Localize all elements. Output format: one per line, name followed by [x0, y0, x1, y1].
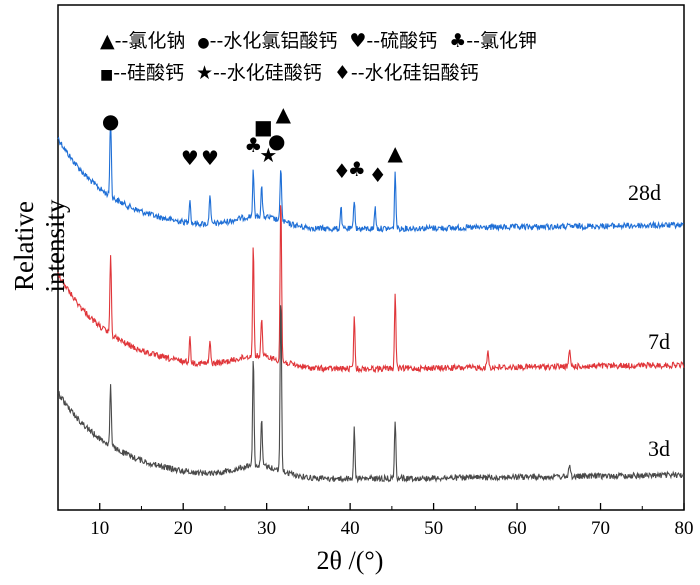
peak-marker: ♦: [333, 159, 351, 183]
peak-marker: ★: [259, 143, 277, 167]
x-tick-label-40: 40: [341, 518, 360, 539]
peak-marker: ♥: [201, 146, 219, 170]
peak-marker: ♣: [244, 133, 262, 157]
legend-item-calcium-sulfate: ♥--硫酸钙: [349, 30, 438, 52]
x-tick-label-80: 80: [675, 518, 694, 539]
x-axis-label: 2θ /(°): [316, 546, 384, 575]
legend-item-calcium-silicate: ■--硅酸钙: [100, 62, 184, 84]
legend-item-potassium-chloride: ♣--氯化钾: [449, 30, 537, 52]
legend-item-sodium-chloride: ▲--氯化钠: [100, 30, 186, 52]
legend-row-1: ▲--氯化钠 ●--水化氯铝酸钙 ♥--硫酸钙 ♣--氯化钾: [100, 26, 543, 53]
series-line-28d: [57, 118, 684, 233]
curve-label-3d: 3d: [648, 436, 670, 461]
x-tick-label-60: 60: [508, 518, 527, 539]
curve-label-28d: 28d: [628, 180, 661, 205]
series-line-7d: [57, 205, 685, 374]
peak-marker: ●: [102, 109, 119, 133]
x-tick-label-10: 10: [90, 518, 109, 539]
peak-marker: ♦: [369, 163, 387, 187]
x-tick-label-50: 50: [424, 518, 443, 539]
legend-item-hydrated-calcium-chloroaluminate: ●--水化氯铝酸钙: [197, 30, 338, 52]
series-line-3d: [57, 305, 685, 484]
peak-marker: ▲: [276, 102, 292, 126]
peak-marker: ■: [254, 115, 273, 139]
curve-label-7d: 7d: [648, 329, 670, 354]
plot-frame: [57, 4, 685, 511]
peak-marker: ♣: [348, 157, 366, 181]
peak-marker: ♥: [181, 146, 199, 170]
legend-item-hydrated-calcium-silicate: ★--水化硅酸钙: [196, 62, 322, 84]
peak-marker: ●: [268, 129, 285, 153]
y-axis-label: Relative intensity: [9, 199, 70, 293]
legend-row-2: ■--硅酸钙 ★--水化硅酸钙 ♦--水化硅铝酸钙: [100, 58, 485, 85]
legend-item-hydrated-calcium-aluminosilicate: ♦--水化硅铝酸钙: [333, 62, 479, 84]
peak-marker: ▲: [388, 141, 404, 165]
x-tick-label-70: 70: [591, 518, 610, 539]
x-tick-label-20: 20: [174, 518, 193, 539]
x-tick-label-30: 30: [257, 518, 276, 539]
